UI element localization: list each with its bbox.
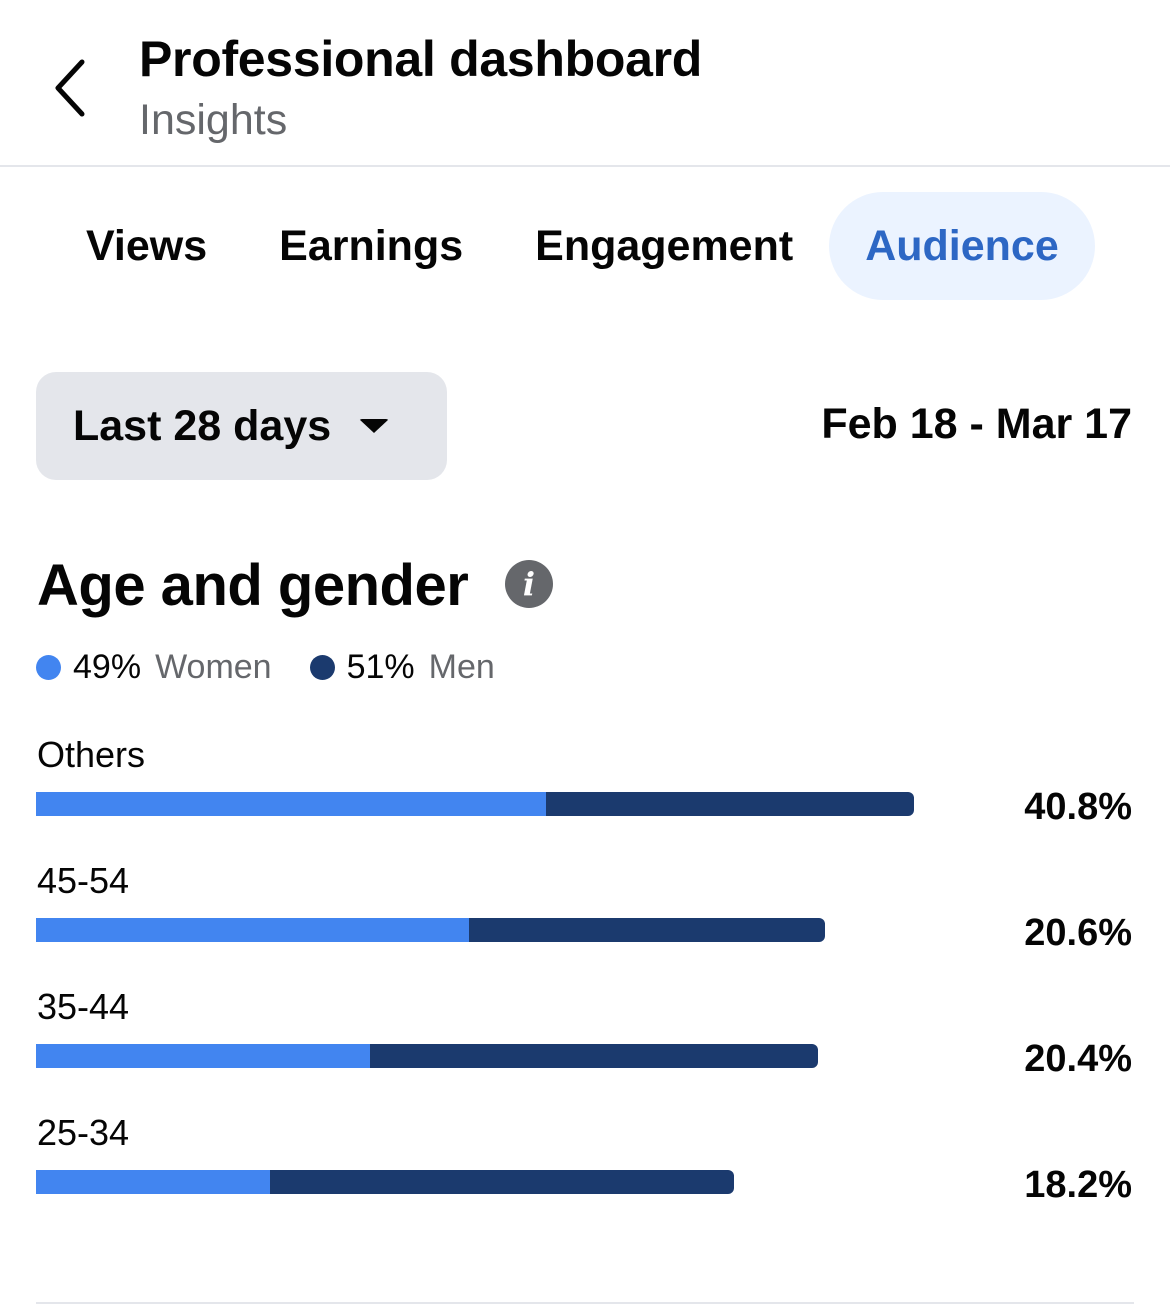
bar xyxy=(36,1170,734,1194)
age-gender-chart: Others 40.8% 45-54 20.6% 35-44 20.4% 25-34 18.2… xyxy=(0,730,1170,1234)
bar-segment-women xyxy=(36,918,469,942)
tab-earnings[interactable]: Earnings xyxy=(279,221,464,270)
bar-segment-men xyxy=(269,1170,734,1194)
legend-men: 51% Men xyxy=(309,648,495,687)
chart-row: 25-34 18.2% xyxy=(0,1108,1170,1234)
tab-views[interactable]: Views xyxy=(86,221,208,270)
chart-row: Others 40.8% xyxy=(0,730,1170,856)
legend-men-pct: 51% xyxy=(346,648,415,686)
tab-engagement[interactable]: Engagement xyxy=(535,221,794,270)
bar-segment-men xyxy=(468,918,826,942)
back-button[interactable] xyxy=(40,50,100,126)
bar xyxy=(36,918,826,942)
bar xyxy=(36,792,914,816)
value-label: 20.4% xyxy=(1024,1038,1132,1080)
category-label: 45-54 xyxy=(37,860,130,901)
tab-audience[interactable]: Audience xyxy=(829,192,1095,300)
page-subtitle: Insights xyxy=(139,96,288,144)
info-icon[interactable]: i xyxy=(505,560,553,608)
app-header: Professional dashboard Insights xyxy=(0,0,1170,167)
tab-bar: Views Earnings Engagement Audience xyxy=(50,192,1095,300)
bar-segment-men xyxy=(370,1044,819,1068)
category-label: Others xyxy=(37,734,146,775)
chart-legend: 49% Women 51% Men xyxy=(36,648,533,687)
legend-women-label: Women xyxy=(155,648,272,686)
date-range-dropdown[interactable]: Last 28 days xyxy=(36,372,447,480)
page-title: Professional dashboard xyxy=(139,31,702,87)
divider xyxy=(36,1302,1134,1304)
legend-dot-women xyxy=(36,655,61,680)
bar-segment-men xyxy=(546,792,914,816)
chart-row: 45-54 20.6% xyxy=(0,856,1170,982)
legend-women: 49% Women xyxy=(36,648,272,687)
value-label: 18.2% xyxy=(1024,1164,1132,1206)
category-label: 25-34 xyxy=(37,1112,130,1153)
legend-men-label: Men xyxy=(428,648,495,686)
caret-down-icon xyxy=(359,419,390,433)
value-label: 40.8% xyxy=(1024,786,1132,828)
date-range-text: Feb 18 - Mar 17 xyxy=(821,400,1132,448)
chevron-left-icon xyxy=(55,59,85,117)
legend-dot-men xyxy=(309,655,335,680)
value-label: 20.6% xyxy=(1024,912,1132,954)
bar-segment-women xyxy=(36,1170,270,1194)
section-title: Age and gender xyxy=(37,553,469,618)
bar-segment-women xyxy=(36,792,547,816)
bar xyxy=(36,1044,819,1068)
chart-row: 35-44 20.4% xyxy=(0,982,1170,1108)
category-label: 35-44 xyxy=(37,986,130,1027)
bar-segment-women xyxy=(36,1044,371,1068)
date-range-dropdown-label: Last 28 days xyxy=(73,401,332,450)
legend-women-pct: 49% xyxy=(73,648,142,686)
